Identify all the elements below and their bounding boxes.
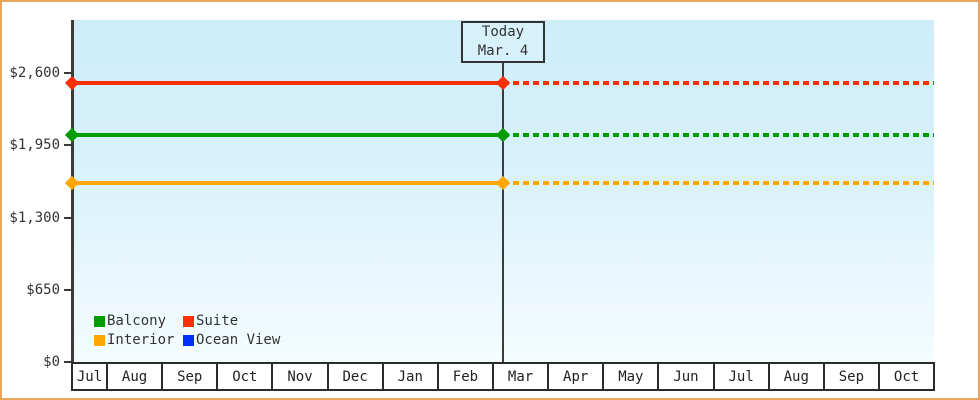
y-axis-tick [64,216,71,219]
today-flag: Today Mar. 4 [461,21,545,63]
month-cell: Jan [381,364,437,389]
month-cell: Jul [712,364,768,389]
x-axis-month-row: Jul Aug Sep Oct Nov Dec Jan Feb Mar Apr May Jun Jul A… [71,362,935,391]
today-flag-date: Mar. 4 [477,43,529,59]
y-axis-tick-label: $0 [43,354,60,370]
y-axis-tick [64,288,71,291]
y-axis-tick-label: $1,950 [9,137,60,154]
month-cell: Aug [767,364,823,389]
series-line-solid-interior [72,181,503,186]
legend-label: Interior [107,332,175,348]
series-line-dashed-suite [503,81,934,85]
series-line-solid-balcony [72,133,503,138]
month-cell: Aug [106,364,161,389]
month-cell: Mar [491,364,547,389]
series-line-dashed-interior [503,181,934,186]
legend-item-interior: Interior [94,331,183,350]
month-cell: Sep [161,364,216,389]
month-cell: Apr [547,364,602,389]
legend-item-balcony: Balcony [94,312,183,331]
month-cell: Feb [436,364,492,389]
month-cell: Nov [271,364,326,389]
legend-swatch [183,335,194,346]
legend-swatch [183,316,194,327]
month-cell: Jul [76,368,103,385]
y-axis-tick-label: $2,600 [9,65,60,81]
month-cell: Dec [326,364,382,389]
legend-label: Ocean View [196,332,281,348]
month-cell: Oct [216,364,271,389]
legend-label: Balcony [107,313,167,329]
month-cell: Oct [877,364,933,389]
legend-label: Suite [196,313,239,329]
today-marker-line [502,61,504,362]
legend-swatch [94,316,105,327]
y-axis-tick [64,72,71,74]
y-axis-tick [64,144,71,147]
month-cell: May [602,364,657,389]
y-axis [71,20,74,363]
y-axis-tick [64,361,71,363]
month-cell: Sep [822,364,878,389]
legend: Balcony Suite Interior Ocean View [94,312,280,350]
month-cell: Jun [657,364,712,389]
series-line-dashed-balcony [503,133,934,138]
legend-item-ocean-view: Ocean View [183,331,280,350]
y-axis-tick-label: $650 [26,281,60,298]
series-line-solid-suite [72,81,503,85]
y-axis-tick-label: $1,300 [9,209,60,226]
legend-item-suite: Suite [183,312,280,331]
today-flag-title: Today [481,24,525,40]
legend-swatch [94,335,105,346]
